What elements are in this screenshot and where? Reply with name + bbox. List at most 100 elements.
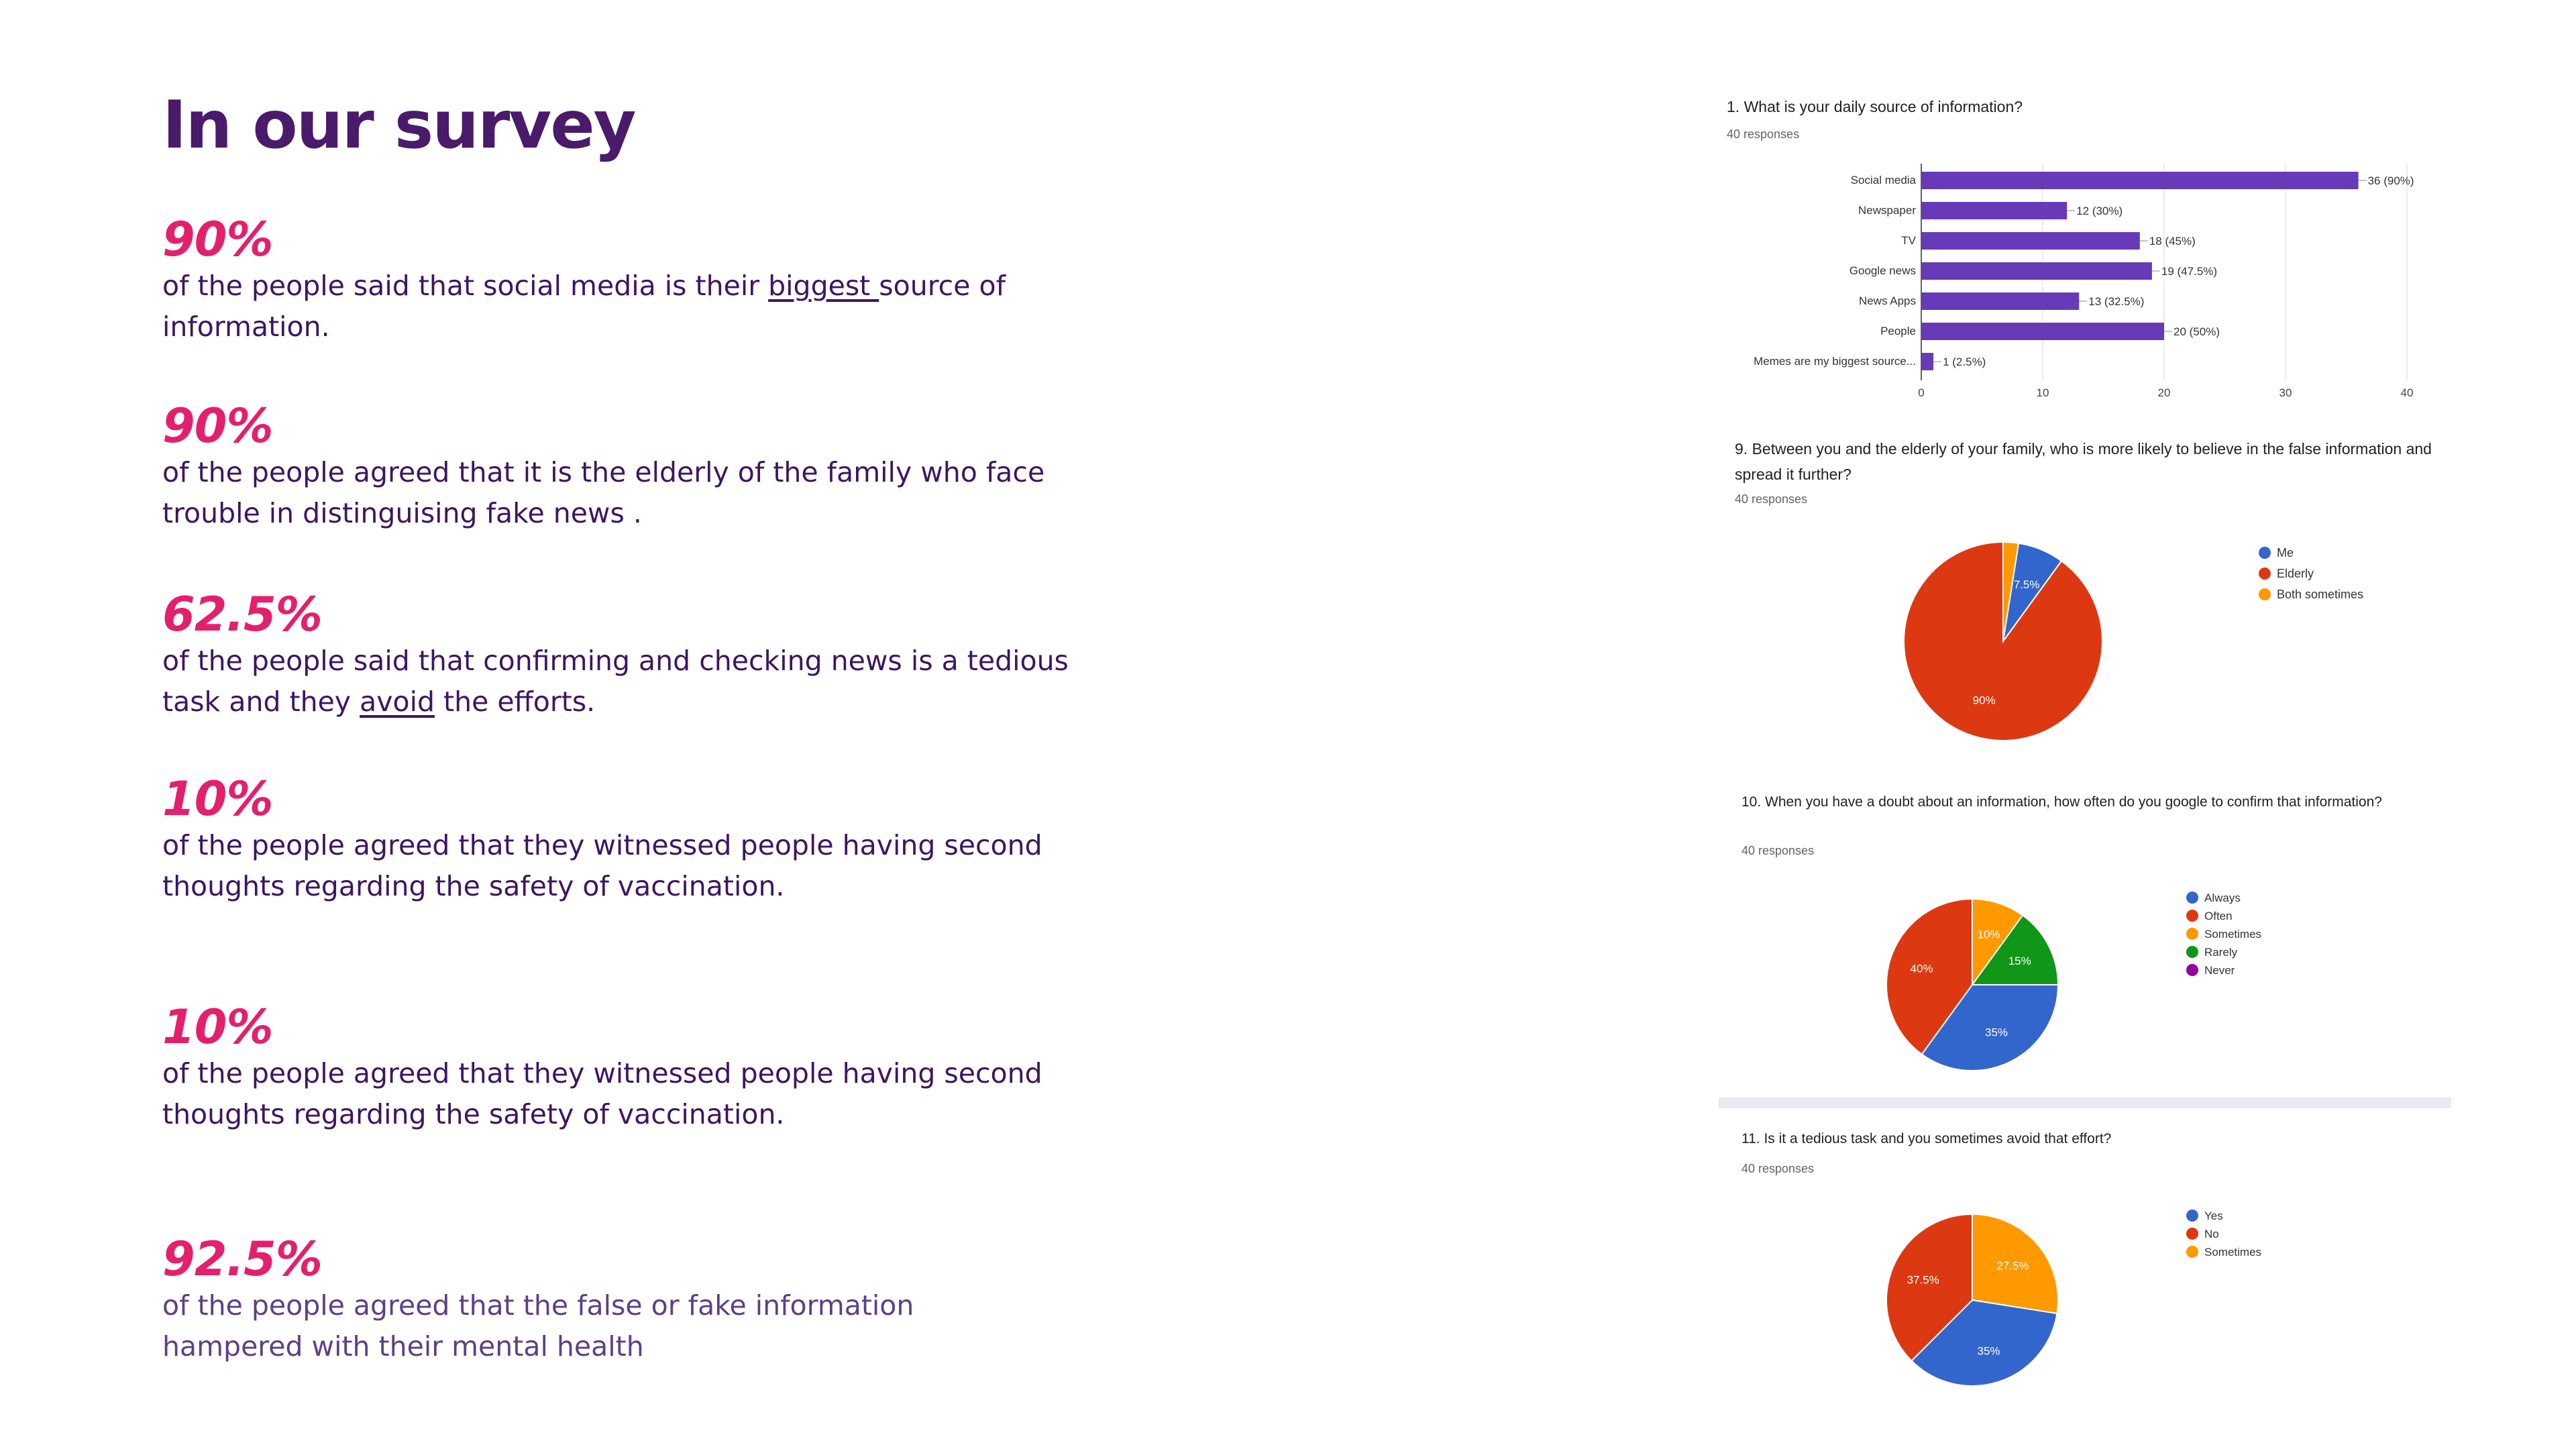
bar — [1921, 232, 2140, 250]
bar — [1921, 292, 2080, 310]
bar — [1921, 262, 2152, 280]
pie-chart: 27.5% 35% 37.5% Yes No Sometimes — [1886, 1210, 2261, 1387]
legend-marker — [2259, 568, 2271, 580]
chart-question: 10. When you have a doubt about an infor… — [1741, 794, 2382, 810]
category-label: Memes are my biggest source... — [1754, 355, 1916, 368]
data-label: 19 (47.5%) — [2161, 265, 2217, 278]
category-label: Google news — [1849, 264, 1916, 277]
legend-label: Sometimes — [2204, 928, 2261, 941]
chart-question: 11. Is it a tedious task and you sometim… — [1741, 1131, 2112, 1146]
pie-chart-panel: 11. Is it a tedious task and you sometim… — [1741, 1127, 2453, 1395]
bar — [1921, 202, 2068, 219]
chart-question: 9. Between you and the elderly of your f… — [1735, 440, 2432, 483]
bar — [1921, 353, 1934, 370]
pie-slice — [1971, 914, 2059, 985]
slice-label: 27.5% — [1996, 1259, 2029, 1272]
stat-block: 90% of the people said that social media… — [162, 213, 1075, 347]
legend-label: Always — [2204, 892, 2241, 904]
legend-label: Elderly — [2277, 567, 2314, 580]
chart-responses: 40 responses — [1741, 1162, 1815, 1175]
slice-label: 35% — [1978, 1344, 2000, 1357]
pie-chart: 7.5% 90% Me Elderly Both sometimes — [1903, 541, 2363, 741]
pie-slice — [1886, 1213, 1973, 1362]
legend-marker — [2186, 928, 2198, 940]
legend-label: Yes — [2204, 1210, 2223, 1222]
slice-label: 35% — [1985, 1026, 2008, 1039]
stat-block: 92.5% of the people agreed that the fals… — [162, 1233, 941, 1367]
stat-block: 10% of the people agreed that they witne… — [162, 1001, 1075, 1135]
x-tick-label: 20 — [2158, 386, 2171, 399]
slice-label: 37.5% — [1907, 1274, 1939, 1287]
legend-label: Me — [2277, 546, 2294, 559]
slice-label: 10% — [1978, 928, 2000, 941]
legend-marker — [2186, 1228, 2198, 1240]
stat-percentage: 90% — [162, 398, 274, 453]
category-label: Newspaper — [1858, 204, 1916, 217]
pie-chart-panel: 9. Between you and the elderly of your f… — [1735, 436, 2453, 751]
legend-marker — [2186, 964, 2198, 976]
legend-marker — [2186, 892, 2198, 904]
category-label: Social media — [1851, 174, 1917, 186]
legend-marker — [2186, 946, 2198, 958]
data-label: 36 (90%) — [2368, 174, 2414, 187]
legend-label: Often — [2204, 910, 2233, 922]
slice-label: 7.5% — [2014, 578, 2040, 591]
page-title: In our survey — [162, 87, 637, 164]
slice-label: 90% — [1973, 694, 1996, 706]
data-label: 18 (45%) — [2149, 235, 2196, 248]
stat-percentage: 62.5% — [162, 587, 323, 642]
data-label: 20 (50%) — [2174, 325, 2220, 338]
slice-label: 40% — [1911, 962, 1933, 975]
bar-chart: 0 10 20 30 40 Social media 36 (90%) Newspaper 12… — [1754, 164, 2414, 399]
pie-slice — [1903, 541, 2103, 741]
stat-description: of the people agreed that it is the elde… — [162, 456, 1045, 529]
x-tick-label: 0 — [1918, 386, 1924, 399]
stat-percentage: 92.5% — [162, 1232, 323, 1287]
data-label: 1 (2.5%) — [1943, 356, 1986, 368]
stat-block: 10% of the people agreed that they witne… — [162, 773, 1075, 907]
pie-slice — [1972, 898, 2024, 987]
legend-marker — [2186, 1246, 2198, 1258]
legend-label: No — [2204, 1228, 2219, 1240]
category-label: People — [1880, 325, 1916, 337]
pie-chart: 10% 15% 35% 40% Always Often Sometimes Rarely Ne… — [1886, 892, 2261, 1071]
x-tick-label: 40 — [2401, 386, 2414, 399]
pie-chart-panel: 10. When you have a doubt about an infor… — [1741, 790, 2453, 1085]
section-divider — [1719, 1097, 2451, 1108]
legend-marker — [2259, 588, 2271, 600]
bar — [1921, 172, 2359, 189]
bar-chart-panel: 1. What is your daily source of informat… — [1727, 93, 2451, 408]
legend-label: Both sometimes — [2277, 588, 2363, 601]
chart-responses: 40 responses — [1741, 844, 1815, 857]
pie-slice — [1886, 898, 1973, 1055]
bar — [1921, 323, 2164, 340]
legend-label: Never — [2204, 964, 2235, 977]
legend-label: Sometimes — [2204, 1246, 2261, 1258]
stat-description: of the people agreed that the false or f… — [162, 1289, 914, 1362]
stat-block: 90% of the people agreed that it is the … — [162, 400, 1075, 534]
legend-marker — [2259, 547, 2271, 559]
pie-slice — [1921, 984, 2059, 1071]
legend-label: Rarely — [2204, 946, 2238, 959]
category-label: TV — [1901, 234, 1916, 247]
x-tick-label: 30 — [2279, 386, 2292, 399]
stat-description: of the people said that confirming and c… — [162, 645, 1069, 718]
stat-description: of the people agreed that they witnessed… — [162, 1057, 1042, 1130]
pie-slice — [1911, 1299, 2058, 1387]
chart-responses: 40 responses — [1735, 492, 1808, 506]
x-tick-label: 10 — [2037, 386, 2049, 399]
stat-percentage: 90% — [162, 212, 274, 267]
stat-description: of the people said that social media is … — [162, 270, 1006, 343]
legend-marker — [2186, 910, 2198, 922]
stat-description: of the people agreed that they witnessed… — [162, 829, 1042, 902]
chart-responses: 40 responses — [1727, 127, 1800, 141]
stat-percentage: 10% — [162, 1000, 274, 1055]
stat-block: 62.5% of the people said that confirming… — [162, 588, 1075, 722]
pie-slice — [1972, 1213, 2059, 1315]
data-label: 12 (30%) — [2076, 205, 2123, 217]
data-label: 13 (32.5%) — [2088, 295, 2144, 308]
slice-label: 15% — [2008, 955, 2031, 967]
stat-percentage: 10% — [162, 771, 274, 826]
chart-question: 1. What is your daily source of informat… — [1727, 98, 2023, 115]
legend-marker — [2186, 1210, 2198, 1222]
